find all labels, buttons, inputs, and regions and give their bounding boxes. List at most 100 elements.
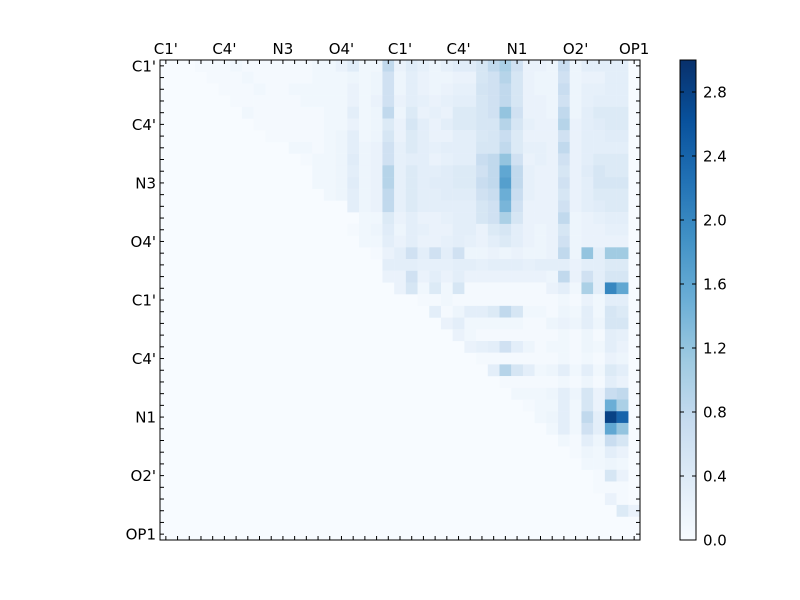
heatmap-cell [546, 130, 559, 143]
heatmap-cell [370, 153, 383, 166]
heatmap-cell [616, 411, 629, 424]
heatmap-cell [546, 235, 559, 248]
heatmap-cell [300, 95, 313, 107]
heatmap-cell [300, 130, 313, 143]
column-tick-label: OP1 [619, 40, 649, 58]
heatmap-cell [253, 60, 266, 72]
heatmap-cell [499, 71, 512, 84]
heatmap-cell [546, 165, 559, 178]
heatmap-cell [593, 200, 606, 213]
heatmap-cell [499, 177, 512, 189]
heatmap-cell [522, 364, 535, 377]
heatmap-cell [522, 352, 535, 365]
heatmap-cell [487, 106, 500, 119]
heatmap-cell [277, 118, 289, 131]
heatmap-cell [487, 83, 500, 96]
heatmap-cell [534, 153, 547, 166]
heatmap-cell [604, 493, 617, 506]
heatmap-cell [241, 95, 254, 107]
heatmap-cell [347, 153, 360, 166]
heatmap-cell [499, 212, 512, 225]
heatmap-cell [335, 188, 348, 201]
heatmap-cell [593, 106, 606, 119]
heatmap-cell [558, 434, 570, 447]
heatmap-cell [534, 223, 547, 236]
heatmap-cell [370, 165, 383, 178]
row-tick-label: N1 [135, 409, 156, 427]
heatmap-cell [511, 223, 524, 236]
heatmap-cell [616, 504, 629, 517]
heatmap-cell [476, 83, 488, 96]
column-tick-labels: C1' C4' N3 O4' C1' C4' N1 O2' OP1 [154, 40, 650, 58]
heatmap-cell [593, 294, 606, 307]
heatmap-cell [476, 340, 488, 353]
heatmap-cell [546, 188, 559, 201]
heatmap-cell [499, 259, 512, 271]
heatmap-cell [604, 352, 617, 365]
colorbar [680, 60, 696, 540]
heatmap-cell [534, 60, 547, 72]
column-tick-label: C4' [446, 40, 470, 58]
heatmap-cell [616, 493, 629, 506]
heatmap-cell [382, 71, 395, 84]
heatmap-cell [370, 83, 383, 96]
heatmap-cell [277, 83, 289, 96]
heatmap-cell [394, 130, 407, 143]
heatmap-cell [452, 153, 465, 166]
heatmap-cell [558, 223, 570, 236]
heatmap-cell [593, 212, 606, 225]
heatmap-cell [429, 223, 442, 236]
heatmap-cell [569, 165, 582, 178]
heatmap-cell [487, 294, 500, 307]
heatmap-cell [476, 177, 488, 189]
heatmap-cell [382, 188, 395, 201]
heatmap-cell [604, 188, 617, 201]
heatmap-cell [487, 71, 500, 84]
heatmap-cell [581, 294, 594, 307]
column-tick-label: C1' [388, 40, 412, 58]
heatmap-cell [569, 446, 582, 459]
heatmap-cell [452, 83, 465, 96]
heatmap-cell [476, 71, 488, 84]
heatmap-cell [581, 177, 594, 189]
heatmap-cell [616, 458, 629, 470]
heatmap-cell [300, 141, 313, 154]
heatmap-cell [487, 223, 500, 236]
heatmap-cell [487, 153, 500, 166]
heatmap-cell [487, 352, 500, 365]
heatmap-cell [394, 235, 407, 248]
heatmap-cell [499, 364, 512, 377]
heatmap-cell [604, 376, 617, 388]
heatmap-cell [593, 305, 606, 318]
heatmap-cell [604, 329, 617, 342]
heatmap-cell [429, 71, 442, 84]
heatmap-cell [511, 165, 524, 178]
heatmap-cell [452, 71, 465, 84]
heatmap-cell [452, 282, 465, 295]
heatmap-cell [616, 118, 629, 131]
heatmap-cell [323, 141, 336, 154]
heatmap-cell [440, 153, 453, 166]
heatmap-cell [253, 106, 266, 119]
heatmap-cell [581, 411, 594, 424]
heatmap-cell [546, 71, 559, 84]
colorbar-frame [679, 59, 697, 541]
heatmap-cell [593, 130, 606, 143]
heatmap-cell [382, 235, 395, 248]
heatmap-cell [464, 270, 477, 283]
heatmap-cell [558, 83, 570, 96]
heatmap-cell [499, 282, 512, 295]
heatmap-cell [593, 340, 606, 353]
heatmap-cell [499, 294, 512, 307]
heatmap-cell [487, 188, 500, 201]
heatmap-cell [312, 130, 325, 143]
heatmap-cell [347, 165, 360, 178]
heatmap-cell [476, 95, 488, 107]
heatmap-cell [394, 259, 407, 271]
heatmap-cell [616, 83, 629, 96]
heatmap-cell [452, 177, 465, 189]
heatmap-cell [593, 317, 606, 330]
heatmap-cell [569, 399, 582, 412]
heatmap-cell [581, 387, 594, 400]
row-tick-label: C1' [132, 292, 156, 310]
